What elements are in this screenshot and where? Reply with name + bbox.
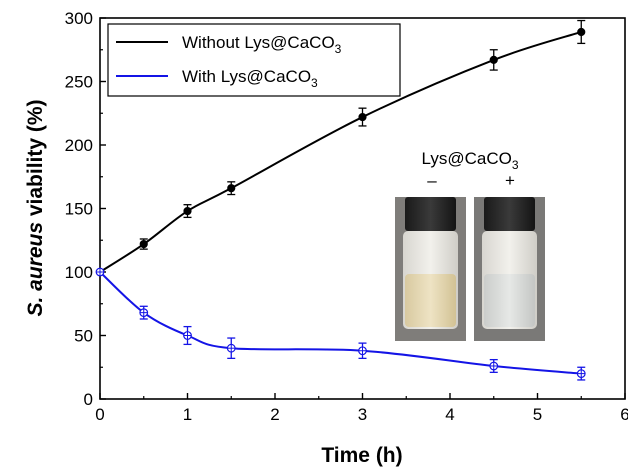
- y-tick-label: 100: [65, 263, 93, 282]
- inset-title-main: Lys@CaCO: [422, 149, 512, 168]
- vial-liquid-turbid: [405, 274, 456, 327]
- data-point-without: [358, 112, 367, 122]
- x-tick-label: 0: [95, 405, 104, 424]
- inset-minus-label: –: [427, 171, 437, 190]
- legend-label-with-sub: 3: [311, 76, 318, 90]
- vial-cap-left: [405, 197, 456, 231]
- vial-liquid-clear: [484, 274, 535, 327]
- vial-photo-treated: [474, 197, 545, 341]
- y-axis-title-italic: S. aureus: [24, 222, 47, 317]
- legend-label-without-sub: 3: [335, 42, 342, 56]
- legend-box: [107, 23, 401, 97]
- x-tick-label: 2: [270, 405, 279, 424]
- data-point-without: [227, 184, 236, 193]
- inset-title-sub: 3: [512, 158, 519, 172]
- data-point-without: [577, 27, 586, 37]
- vial-photo-untreated: [395, 197, 466, 341]
- y-tick-label: 50: [74, 327, 93, 346]
- y-tick-label: 150: [65, 200, 93, 219]
- inset: Lys@CaCO3 – +: [395, 149, 545, 341]
- legend-label-with: With Lys@CaCO3: [182, 67, 318, 90]
- vial-cap-right: [484, 197, 535, 231]
- inset-plus-label: +: [505, 171, 515, 190]
- y-tick-label: 0: [84, 390, 93, 409]
- x-axis: 0 1 2 3 4 5 6: [95, 393, 628, 424]
- data-point-without: [183, 206, 192, 216]
- x-tick-label: 3: [358, 405, 367, 424]
- legend: Without Lys@CaCO3 With Lys@CaCO3: [107, 23, 401, 97]
- series-layer: [95, 19, 586, 381]
- x-tick-label: 4: [445, 405, 454, 424]
- y-tick-label: 200: [65, 136, 93, 155]
- x-tick-label: 5: [533, 405, 542, 424]
- y-axis: 0 50 100 150 200 250 300: [65, 9, 106, 409]
- data-point-without: [489, 55, 498, 65]
- x-axis-title: Time (h): [321, 444, 402, 467]
- data-point-without: [139, 239, 148, 249]
- inset-title: Lys@CaCO3: [422, 149, 519, 172]
- y-tick-label: 300: [65, 9, 93, 28]
- y-axis-title: S. aureus viability (%): [24, 99, 47, 316]
- y-axis-title-rest: viability (%): [24, 99, 47, 222]
- x-tick-label: 6: [620, 405, 628, 424]
- legend-label-without: Without Lys@CaCO3: [182, 33, 342, 56]
- legend-label-with-main: With Lys@CaCO: [182, 67, 311, 86]
- x-tick-label: 1: [183, 405, 192, 424]
- legend-label-without-main: Without Lys@CaCO: [182, 33, 335, 52]
- y-tick-label: 250: [65, 73, 93, 92]
